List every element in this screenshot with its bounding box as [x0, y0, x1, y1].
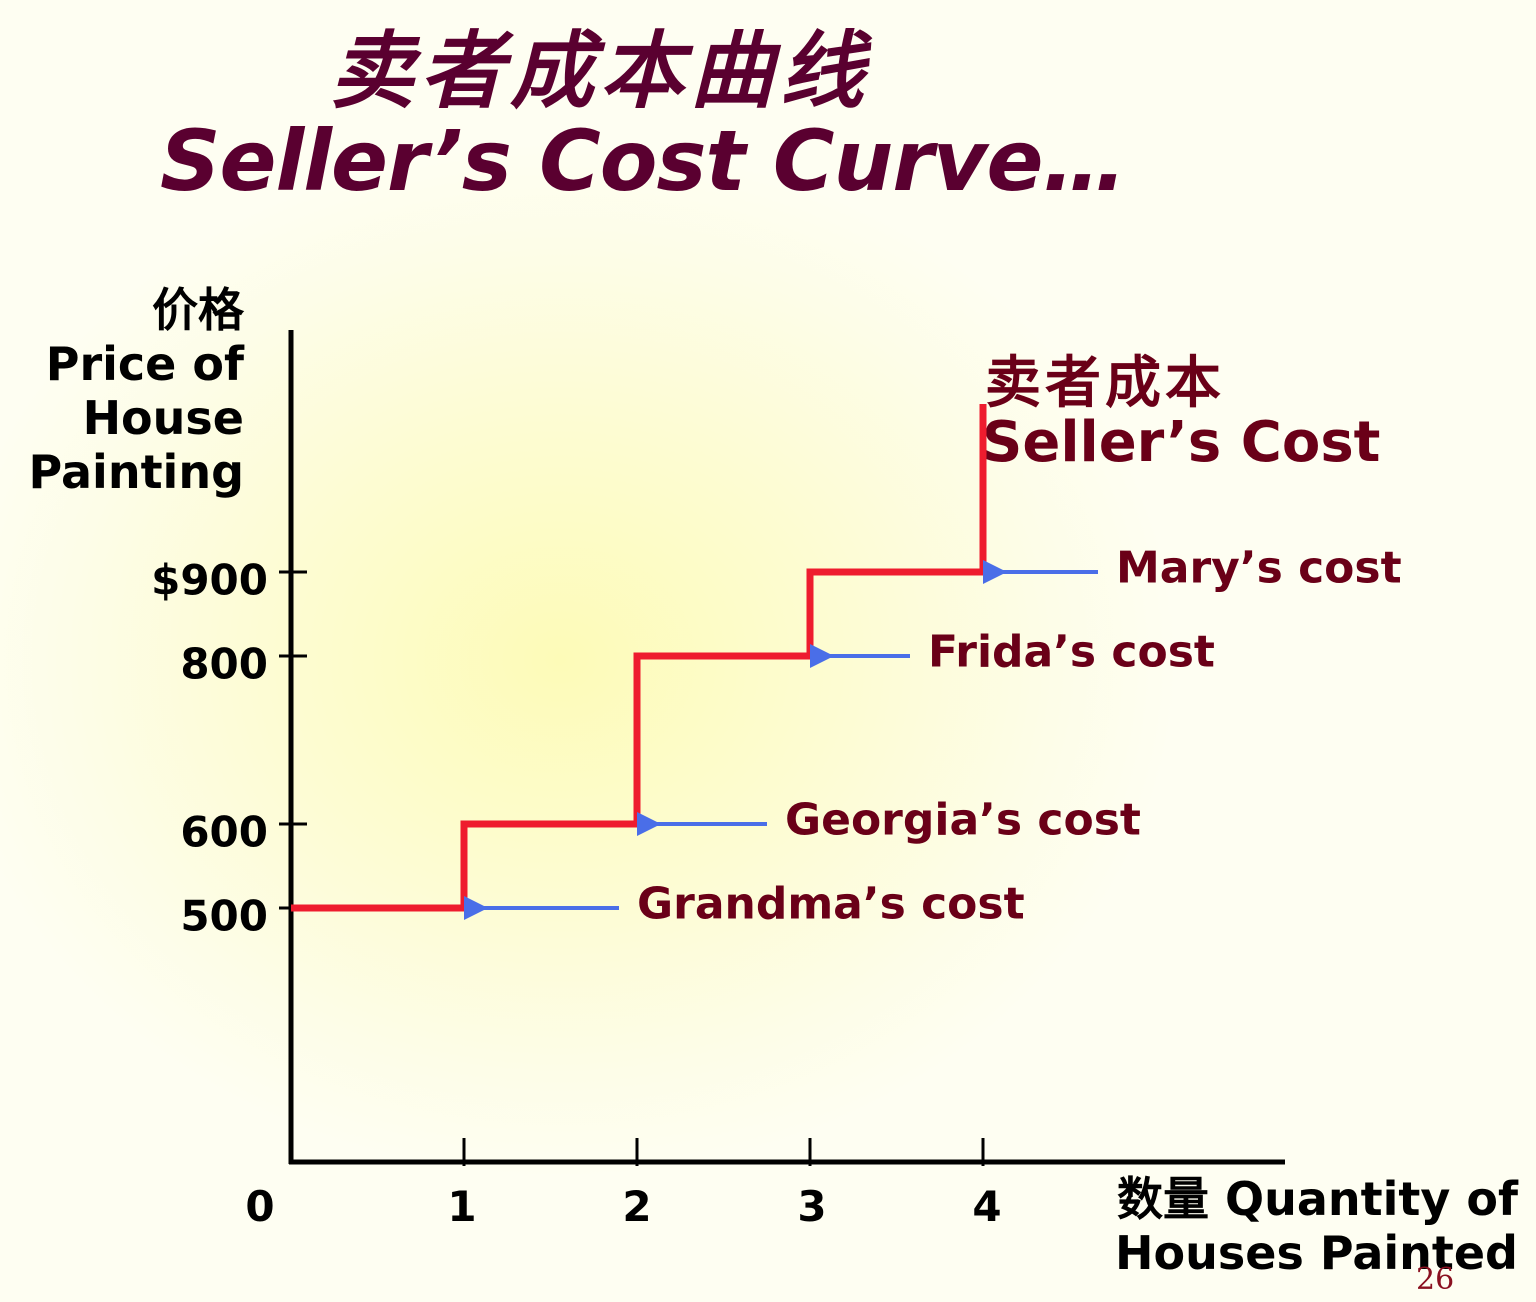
y-tick-label: 800	[180, 639, 268, 689]
y-axis-label-line: House	[82, 391, 244, 445]
y-tick-label: 600	[180, 807, 268, 857]
x-tick-label: 3	[797, 1182, 827, 1231]
annotation-label: Grandma’s cost	[637, 878, 1025, 930]
x-axis-label-line: 数量 Quantity of	[1116, 1172, 1518, 1226]
chart-title: Seller’s Cost Curve…	[160, 112, 1126, 210]
annotation-label: Frida’s cost	[928, 626, 1215, 678]
series-label-chinese: 卖者成本	[985, 351, 1225, 416]
series-label: Seller’s Cost	[982, 410, 1381, 475]
x-tick-label: 0	[245, 1182, 275, 1231]
chart-title-chinese: 卖者成本曲线	[330, 22, 871, 120]
page-number: 26	[1416, 1262, 1455, 1297]
y-axis-label-line: Price of	[45, 337, 244, 391]
seller-cost-step-line	[291, 404, 987, 912]
y-axis-label-line: Painting	[28, 445, 244, 499]
x-tick-label: 1	[447, 1182, 477, 1231]
annotation-label: Georgia’s cost	[785, 794, 1141, 846]
x-tick-label: 4	[972, 1182, 1002, 1231]
y-axis-label: 价格 Price of House Painting	[29, 283, 244, 499]
y-axis-label-line: 价格	[152, 283, 244, 337]
y-tick-label: 500	[180, 891, 268, 941]
x-tick-label: 2	[622, 1182, 652, 1231]
x-axis-label: 数量 Quantity of Houses Painted	[1115, 1172, 1518, 1280]
x-axis-label-line: Houses Painted	[1115, 1226, 1518, 1280]
annotation-label: Mary’s cost	[1116, 542, 1402, 594]
y-tick-label: $900	[151, 555, 268, 605]
